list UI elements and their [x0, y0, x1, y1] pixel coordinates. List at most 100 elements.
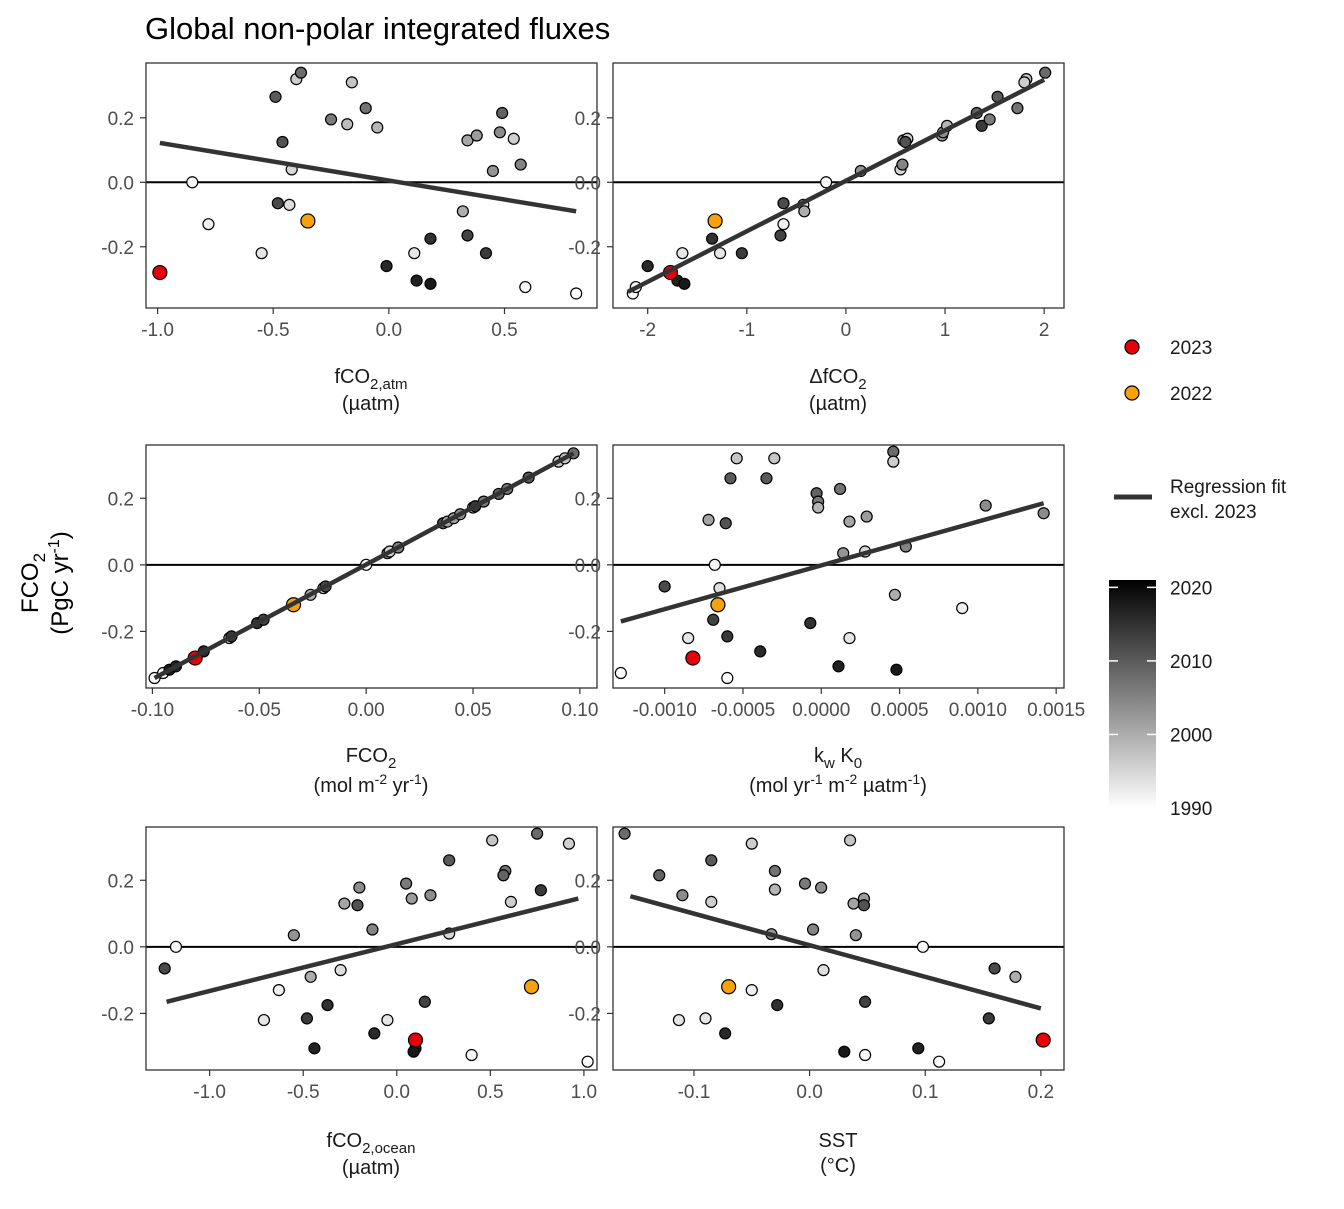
data-point — [486, 164, 500, 178]
x-tick-label: 1.0 — [571, 1082, 597, 1103]
data-point — [658, 580, 671, 593]
data-point — [672, 1013, 686, 1027]
data-point — [857, 899, 871, 912]
data-point — [912, 1042, 925, 1055]
data-point — [768, 452, 781, 465]
data-point — [685, 650, 701, 666]
panels: -1.0 -0.5 0.0 0.50.20.0-0.2-2 -1 0 1 20.20.0-0.… — [101, 62, 1085, 1103]
data-point — [341, 118, 354, 131]
data-point — [719, 517, 732, 530]
panel-frame — [145, 62, 598, 309]
data-point — [1035, 1032, 1051, 1048]
data-point — [523, 979, 540, 995]
x-tick-label: -0.0010 — [632, 700, 696, 721]
xlabel-fco2-atm: fCO2,atm — [334, 366, 407, 393]
x-tick-label: -0.1 — [678, 1082, 711, 1103]
data-point — [368, 1027, 381, 1040]
data-point — [745, 984, 758, 997]
y-tick-label: -0.2 — [568, 622, 601, 643]
data-point — [380, 259, 393, 273]
data-point — [887, 445, 900, 458]
xlabel-fco2-flux-unit: (mol m-2 yr-1) — [314, 771, 429, 797]
y-tick-label: 0.2 — [575, 871, 601, 892]
data-point — [366, 923, 379, 936]
data-point — [486, 834, 499, 847]
data-point — [817, 964, 830, 977]
data-point — [300, 213, 316, 229]
x-tick-label: -0.0005 — [711, 700, 775, 721]
x-tick-label: -1.0 — [193, 1082, 226, 1103]
legend-label-2023: 2023 — [1170, 338, 1212, 359]
data-point — [408, 247, 421, 260]
data-point — [719, 1027, 732, 1040]
data-point — [570, 287, 583, 300]
data-point — [771, 998, 784, 1012]
y-tick-label: 0.2 — [108, 871, 134, 892]
x-tick-label: 0.0 — [384, 1082, 410, 1103]
data-point — [496, 106, 509, 120]
data-point — [169, 940, 183, 953]
x-tick-label: 1 — [940, 320, 951, 341]
colorbar-tick-label: 2010 — [1170, 652, 1212, 673]
data-point — [707, 613, 720, 626]
data-point — [308, 1042, 321, 1055]
data-point — [276, 135, 289, 149]
data-point — [777, 197, 790, 210]
panel-kw-k0: -0.0010 -0.0005 0.0000 0.0005 0.0010 0.0015 0.… — [568, 444, 1085, 721]
data-point — [979, 499, 992, 512]
panel-frame — [145, 444, 598, 689]
y-tick-label: 0.2 — [108, 489, 134, 510]
y-tick-label: 0.0 — [108, 938, 134, 959]
data-point — [888, 588, 901, 601]
legend-key-2022 — [1124, 385, 1140, 401]
data-point — [479, 247, 493, 260]
data-point — [443, 854, 456, 867]
regression-line — [629, 894, 1042, 1011]
data-point — [1037, 507, 1050, 520]
data-point — [294, 66, 308, 79]
data-point — [324, 113, 338, 126]
data-point — [359, 102, 372, 115]
y-tick-label: 0.0 — [575, 173, 601, 194]
data-point — [271, 197, 284, 210]
y-axis-label: FCO2 (PgC yr-1) — [17, 531, 74, 635]
data-point — [847, 897, 860, 910]
legend: 2023 2022 Regression fit excl. 2023 2020… — [1109, 338, 1287, 820]
xlabel-delta-fco2-unit: (µatm) — [809, 393, 867, 415]
data-point — [152, 264, 168, 281]
data-point — [858, 995, 872, 1008]
x-tick-label: 0.10 — [561, 700, 598, 721]
data-point — [461, 134, 474, 147]
data-point — [371, 121, 384, 134]
data-point — [858, 1048, 872, 1062]
data-point — [581, 1055, 594, 1068]
data-point — [843, 834, 857, 847]
data-point — [497, 869, 510, 882]
data-point — [705, 895, 718, 908]
data-point — [849, 929, 862, 942]
data-point — [956, 602, 969, 615]
colorbar-ticks: 2020 2010 2000 1990 — [1109, 578, 1212, 820]
x-tick-label: -1 — [738, 320, 755, 341]
data-point — [407, 1045, 420, 1058]
xlabel-fco2-flux: FCO2 — [346, 745, 397, 772]
data-point — [424, 277, 437, 290]
data-point — [735, 247, 748, 260]
data-point — [1039, 66, 1052, 79]
xlabel-sst-unit: (°C) — [820, 1155, 856, 1177]
data-point — [456, 205, 469, 218]
colorbar-tick-label: 1990 — [1170, 799, 1212, 820]
y-tick-label: 0.0 — [108, 556, 134, 577]
data-point — [724, 472, 737, 485]
legend-fit-label-1: Regression fit — [1170, 477, 1287, 498]
legend-fit-label-2: excl. 2023 — [1170, 502, 1257, 523]
data-point — [806, 923, 820, 936]
colorbar-tick-label: 2020 — [1170, 578, 1212, 599]
panel-delta-fco2: -2 -1 0 1 2 0.2 0.0 -0.2 — [568, 62, 1065, 341]
data-point — [721, 671, 734, 685]
data-point — [812, 501, 825, 514]
y-tick-label: -0.2 — [101, 1004, 134, 1025]
y-tick-label: 0.2 — [575, 489, 601, 510]
data-point — [832, 660, 845, 673]
data-point — [933, 1055, 946, 1068]
